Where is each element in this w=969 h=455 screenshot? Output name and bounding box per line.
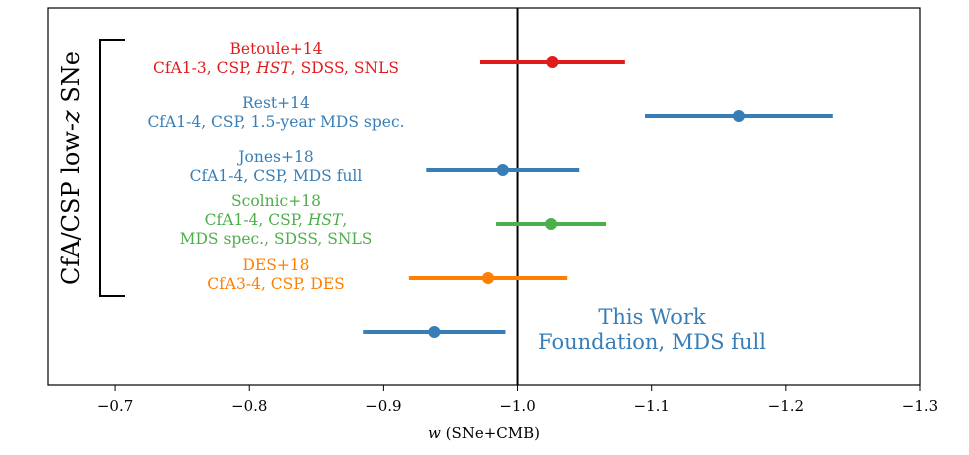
- text-span: MDS spec., SDSS, SNLS: [180, 230, 373, 248]
- x-tick-label: −1.1: [633, 397, 669, 415]
- x-tick-label: −0.9: [365, 397, 401, 415]
- text-span: Betoule+14: [230, 40, 323, 58]
- series-label: MDS spec., SDSS, SNLS: [180, 230, 373, 248]
- group-label: CfA/CSP low-z SNe: [57, 51, 85, 285]
- x-tick-label: −1.3: [902, 397, 938, 415]
- text-span: w: [428, 424, 441, 442]
- text-span: CfA1-4, CSP, 1.5-year MDS spec.: [147, 113, 404, 131]
- x-tick-label: −0.7: [97, 397, 133, 415]
- series-label: This Work: [598, 305, 706, 329]
- text-span: Scolnic+18: [231, 192, 321, 210]
- text-span: z: [57, 110, 85, 124]
- text-span: Jones+18: [236, 148, 313, 166]
- series-label: Scolnic+18: [231, 192, 321, 210]
- text-span: CfA1-4, CSP, MDS full: [190, 167, 363, 185]
- text-span: CfA1-3, CSP,: [153, 59, 256, 77]
- x-axis-label: w (SNe+CMB): [428, 424, 540, 442]
- point: [732, 110, 745, 122]
- x-tick-label: −1.0: [499, 397, 535, 415]
- plot-frame: [47, 7, 921, 386]
- series-label: Rest+14: [242, 94, 310, 112]
- text-span: (SNe+CMB): [441, 424, 540, 442]
- text-span: Rest+14: [242, 94, 310, 112]
- point: [482, 272, 495, 284]
- text-span: CfA3-4, CSP, DES: [207, 275, 345, 293]
- point: [496, 164, 509, 176]
- text-span: HST: [255, 59, 292, 77]
- point: [546, 56, 559, 68]
- series-label: CfA1-4, CSP, HST,: [205, 211, 348, 229]
- text-span: HST: [307, 211, 344, 229]
- series-label: CfA1-4, CSP, MDS full: [190, 167, 363, 185]
- text-span: CfA/CSP low-: [57, 123, 85, 285]
- text-span: DES+18: [242, 256, 309, 274]
- series-label: CfA1-3, CSP, HST, SDSS, SNLS: [153, 59, 399, 77]
- series-label: CfA3-4, CSP, DES: [207, 275, 345, 293]
- series-label: DES+18: [242, 256, 309, 274]
- series-label: Betoule+14: [230, 40, 323, 58]
- text-span: CfA1-4, CSP,: [205, 211, 308, 229]
- text-span: Foundation, MDS full: [538, 330, 766, 354]
- series-label: Foundation, MDS full: [538, 330, 766, 354]
- x-tick-label: −1.2: [768, 397, 804, 415]
- text-span: This Work: [598, 305, 706, 329]
- group-bracket: [99, 39, 125, 297]
- series-label: CfA1-4, CSP, 1.5-year MDS spec.: [147, 113, 404, 131]
- text-span: , SDSS, SNLS: [291, 59, 399, 77]
- text-span: SNe: [57, 51, 85, 110]
- text-span: ,: [342, 211, 347, 229]
- series-label: Jones+18: [236, 148, 313, 166]
- point: [545, 218, 558, 230]
- point: [428, 326, 441, 338]
- x-tick-label: −0.8: [231, 397, 267, 415]
